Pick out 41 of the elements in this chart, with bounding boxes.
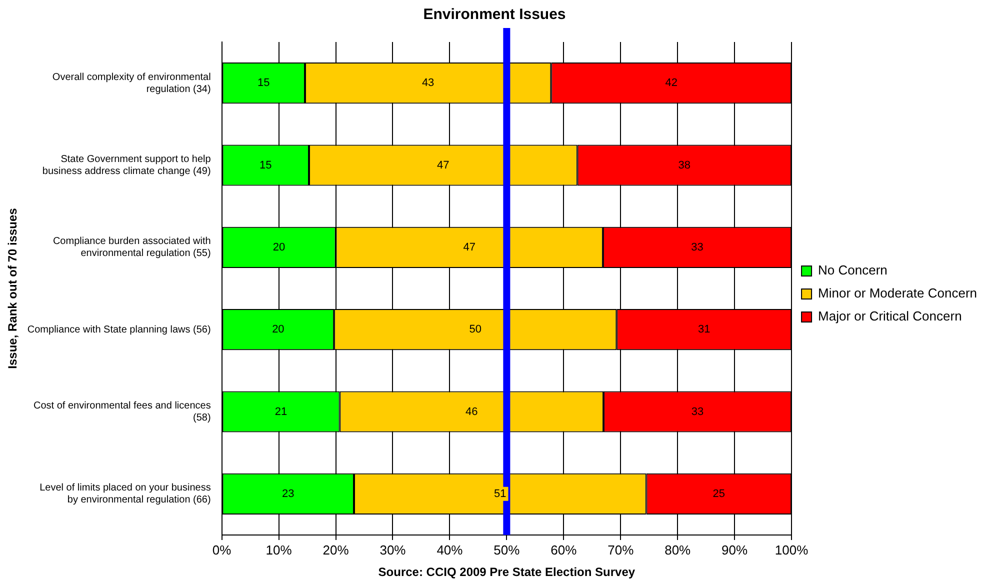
chart-title: Environment Issues — [423, 6, 566, 24]
data-label: 15 — [258, 77, 270, 90]
data-label: 46 — [466, 406, 478, 418]
x-tick-label: 20% — [322, 542, 350, 558]
data-label: 33 — [691, 241, 704, 254]
data-label: 51 — [494, 488, 506, 500]
legend-label: No Concern — [818, 262, 888, 278]
data-label: 47 — [437, 159, 450, 172]
legend-label: Minor or Moderate Concern — [818, 286, 978, 301]
data-label: 43 — [422, 77, 434, 90]
data-label: 15 — [260, 159, 272, 172]
data-label: 31 — [698, 324, 710, 336]
data-label: 38 — [678, 159, 691, 172]
x-tick-label: 40% — [436, 542, 464, 558]
data-label: 20 — [272, 324, 284, 336]
data-label: 42 — [665, 77, 678, 90]
data-label: 23 — [282, 488, 294, 500]
data-label: 25 — [712, 488, 726, 500]
y-tick-label: Overall complexity of environmental regulation (34) — [52, 72, 211, 95]
x-tick-label: 100% — [774, 542, 809, 558]
data-label: 20 — [272, 241, 286, 254]
x-tick-label: 30% — [380, 542, 406, 558]
y-tick-label: Compliance burden associated with environmental regulation (55) — [52, 236, 211, 260]
x-tick-label: 80% — [664, 542, 692, 558]
x-tick-label: 60% — [550, 542, 578, 558]
x-tick-label: 90% — [722, 542, 748, 558]
data-label: 33 — [691, 406, 704, 418]
data-label: 21 — [274, 406, 288, 418]
legend-label: Major or Critical Concern — [818, 308, 962, 324]
x-axis-title: Source: CCIQ 2009 Pre State Election Survey — [378, 565, 636, 580]
y-tick-label: State Government support to help business address climate change (49) — [42, 154, 212, 177]
y-tick-label: Cost of environmental fees and licences (58) — [34, 400, 211, 424]
data-label: 47 — [463, 241, 476, 254]
x-tick-label: 0% — [212, 542, 232, 558]
data-label: 50 — [469, 324, 482, 336]
x-tick-label: 50% — [494, 542, 520, 558]
x-tick-label: 70% — [608, 542, 634, 558]
y-axis-title: Issue, Rank out of 70 issues — [6, 208, 20, 369]
x-tick-label: 10% — [266, 542, 292, 558]
y-tick-label: Level of limits placed on your business by environmental regulation (66) — [40, 482, 211, 506]
y-tick-label: Compliance with State planning laws (56) — [27, 324, 211, 336]
